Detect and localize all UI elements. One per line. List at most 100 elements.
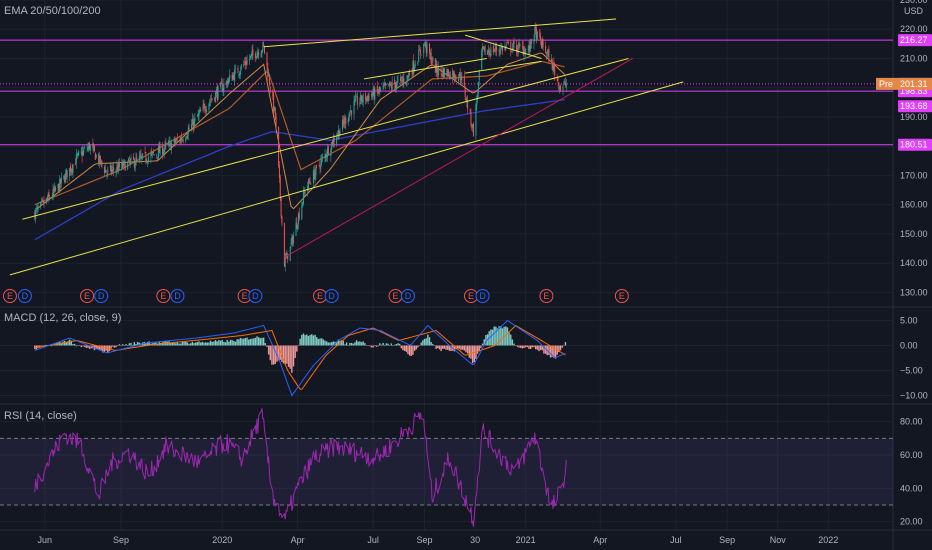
candle-body bbox=[437, 74, 439, 75]
macd-histogram-bar bbox=[377, 345, 379, 347]
dividend-marker[interactable] bbox=[475, 289, 490, 303]
earnings-marker[interactable] bbox=[614, 289, 629, 303]
earnings-marker[interactable] bbox=[156, 289, 171, 303]
candle-body bbox=[75, 154, 77, 164]
macd-pane[interactable] bbox=[34, 319, 567, 397]
trend-line[interactable] bbox=[263, 18, 617, 48]
currency-label: USD bbox=[904, 6, 924, 16]
candle-body bbox=[483, 46, 485, 49]
candle-body bbox=[452, 70, 454, 79]
macd-histogram-bar bbox=[437, 345, 439, 349]
rsi-pane[interactable] bbox=[0, 408, 893, 527]
macd-histogram-bar bbox=[262, 337, 265, 346]
candle-body bbox=[144, 151, 146, 153]
candle-body bbox=[192, 119, 194, 129]
candle-body bbox=[246, 60, 248, 65]
candle-body bbox=[82, 150, 84, 156]
dividend-marker[interactable] bbox=[170, 289, 185, 303]
candle-body bbox=[298, 212, 300, 219]
candle-body bbox=[536, 31, 538, 40]
macd-histogram-bar bbox=[95, 345, 97, 350]
candle-body bbox=[47, 194, 49, 202]
macd-histogram-bar bbox=[236, 339, 238, 346]
candle-body bbox=[435, 64, 437, 72]
dividend-marker[interactable] bbox=[17, 289, 32, 303]
macd-histogram-bar bbox=[170, 342, 172, 346]
trend-line[interactable] bbox=[9, 81, 684, 276]
event-marker-label: D bbox=[405, 291, 412, 301]
macd-histogram-bar bbox=[369, 345, 371, 347]
macd-histogram-bar bbox=[563, 345, 565, 346]
macd-histogram-bar bbox=[259, 338, 262, 346]
candle-body bbox=[181, 137, 183, 141]
trend-line[interactable] bbox=[363, 57, 487, 80]
macd-histogram-bar bbox=[175, 343, 177, 346]
candle-body bbox=[522, 46, 524, 54]
candle-body bbox=[397, 79, 399, 80]
macd-histogram-bar bbox=[558, 345, 560, 353]
candle-body bbox=[185, 138, 187, 141]
macd-histogram-bar bbox=[465, 345, 467, 353]
price-axis-tick: 140.00 bbox=[900, 258, 928, 268]
earnings-marker[interactable] bbox=[539, 289, 554, 303]
candle-body bbox=[214, 97, 216, 101]
macd-histogram-bar bbox=[229, 339, 232, 346]
macd-histogram-bar bbox=[108, 345, 111, 352]
candle-body bbox=[513, 41, 515, 44]
candle-body bbox=[350, 110, 352, 112]
time-axis-tick: Sep bbox=[417, 535, 433, 545]
candle-body bbox=[147, 162, 149, 164]
candle-body bbox=[238, 74, 240, 75]
candle-body bbox=[176, 138, 178, 140]
macd-histogram-bar bbox=[355, 340, 358, 346]
level-badge bbox=[898, 138, 932, 151]
earnings-marker[interactable] bbox=[80, 289, 95, 303]
candle-body bbox=[310, 183, 312, 185]
macd-histogram-bar bbox=[516, 345, 519, 347]
candle-body bbox=[151, 151, 153, 153]
macd-histogram-bar bbox=[133, 342, 136, 346]
trend-line[interactable] bbox=[284, 58, 633, 258]
candle-body bbox=[138, 156, 140, 161]
dividend-marker[interactable] bbox=[324, 289, 339, 303]
macd-histogram-bar bbox=[321, 338, 323, 346]
trend-line[interactable] bbox=[465, 34, 542, 59]
candle-body bbox=[229, 74, 231, 79]
candle-body bbox=[209, 101, 211, 103]
candle-body bbox=[448, 75, 450, 79]
candle-body bbox=[412, 61, 414, 75]
dividend-marker[interactable] bbox=[248, 289, 263, 303]
candle-body bbox=[216, 88, 218, 99]
candle-body bbox=[179, 139, 181, 142]
macd-histogram-bar bbox=[412, 345, 414, 355]
macd-histogram-bar bbox=[485, 335, 487, 346]
earnings-marker[interactable] bbox=[2, 289, 17, 303]
candle-body bbox=[409, 73, 411, 75]
candle-body bbox=[360, 94, 362, 102]
candle-body bbox=[176, 138, 178, 141]
trend-line[interactable] bbox=[22, 57, 629, 220]
trend-line[interactable] bbox=[465, 60, 542, 74]
rsi-axis-tick: 40.00 bbox=[900, 483, 923, 493]
candle-body bbox=[524, 51, 526, 54]
macd-histogram-bar bbox=[510, 334, 512, 346]
candle-body bbox=[495, 45, 497, 51]
macd-histogram-bar bbox=[180, 343, 182, 346]
macd-histogram-bar bbox=[496, 328, 499, 346]
time-axis-tick: Jul bbox=[670, 535, 682, 545]
candle-body bbox=[312, 170, 314, 184]
candle-body bbox=[121, 162, 123, 169]
macd-histogram-bar bbox=[505, 326, 507, 346]
candle-body bbox=[366, 96, 368, 97]
macd-histogram-bar bbox=[178, 343, 180, 346]
dividend-marker[interactable] bbox=[400, 289, 415, 303]
dividend-marker[interactable] bbox=[94, 289, 109, 303]
candle-body bbox=[197, 113, 199, 117]
candle-body bbox=[563, 83, 565, 86]
macd-histogram-bar bbox=[518, 345, 520, 348]
macd-histogram-bar bbox=[538, 345, 540, 352]
macd-histogram-bar bbox=[67, 341, 69, 346]
macd-histogram-bar bbox=[253, 338, 255, 346]
